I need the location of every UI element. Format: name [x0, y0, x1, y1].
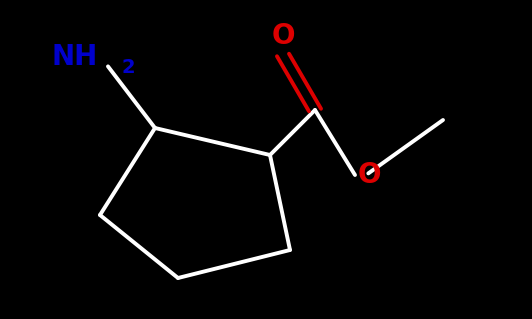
Text: 2: 2: [121, 58, 135, 78]
Text: NH: NH: [51, 43, 97, 71]
Text: O: O: [358, 161, 381, 189]
Text: O: O: [271, 22, 295, 50]
